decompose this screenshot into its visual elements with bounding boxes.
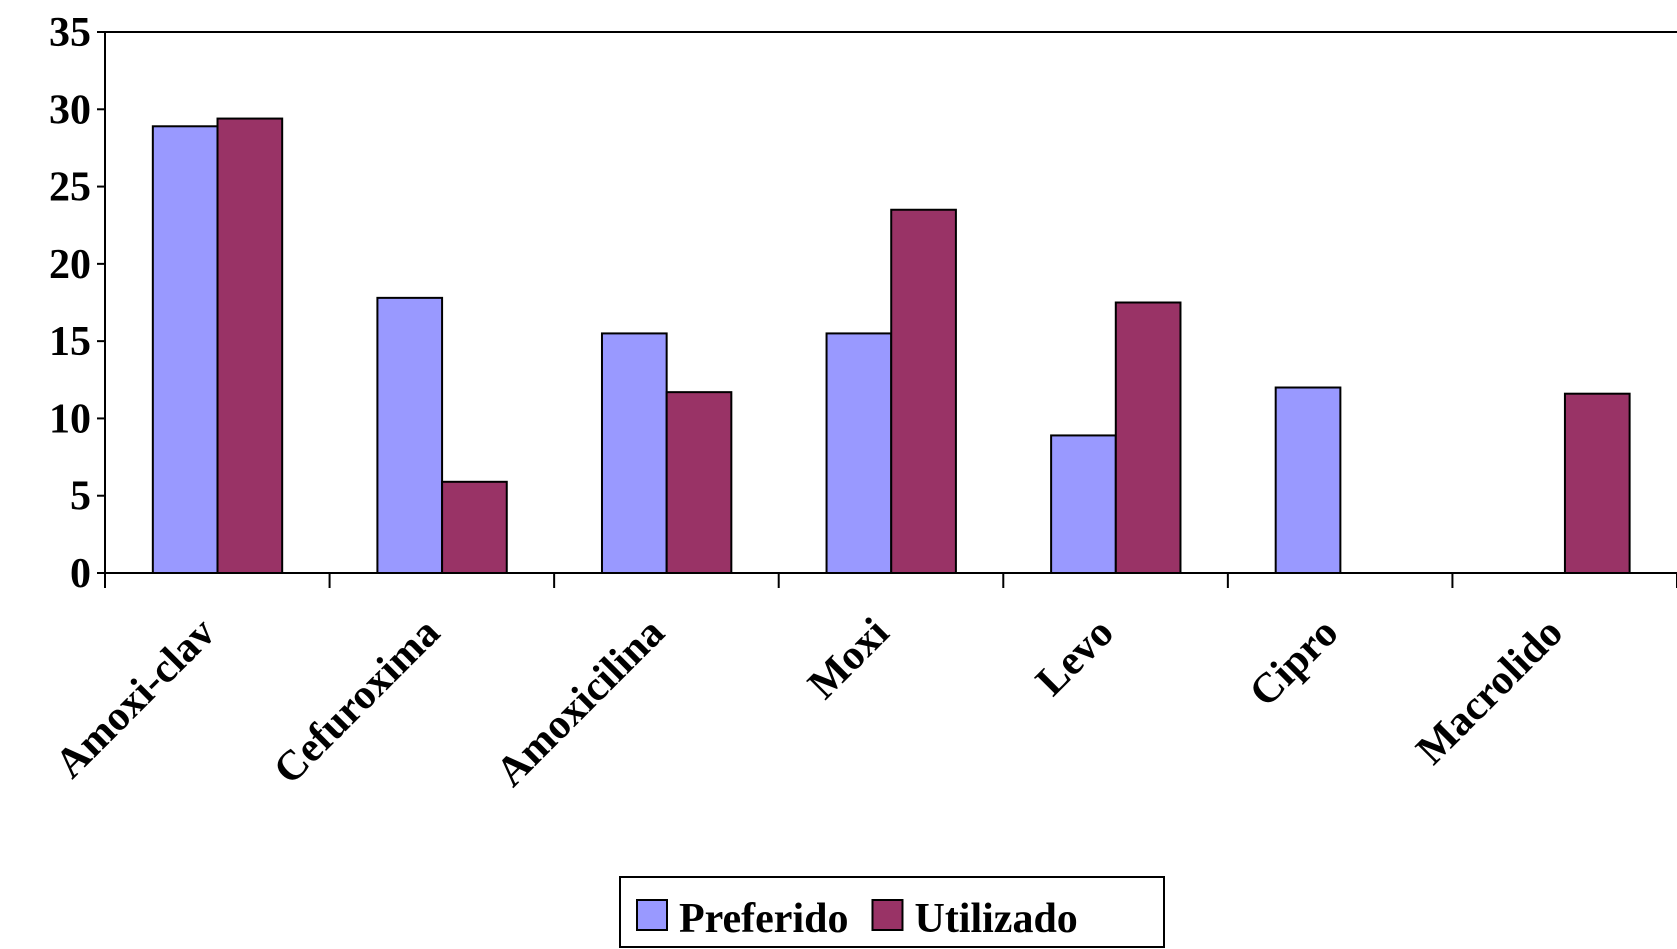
legend: Preferido Utilizado <box>619 876 1165 948</box>
x-tick-label: Cipro <box>1241 610 1347 716</box>
bar <box>665 391 733 574</box>
x-tick-label: Amoxi-clav <box>47 610 225 788</box>
bar <box>151 125 219 574</box>
y-tick-label: 15 <box>49 319 91 365</box>
x-tick-label: Amoxicilina <box>488 610 674 796</box>
bar <box>216 117 284 574</box>
legend-swatch <box>636 899 668 931</box>
bar <box>600 332 668 574</box>
bar <box>376 296 444 574</box>
y-tick-label: 30 <box>49 87 91 133</box>
x-tick-label: Levo <box>1027 610 1122 705</box>
y-tick-label: 35 <box>49 10 91 56</box>
y-tick-label: 0 <box>70 551 91 597</box>
x-tick-label: Macrolido <box>1408 610 1572 774</box>
x-tick-label: Cefuroxima <box>265 610 449 794</box>
bar <box>1050 434 1117 574</box>
y-tick-label: 10 <box>49 396 91 442</box>
bar <box>890 208 957 574</box>
x-tick-label: Moxi <box>800 609 899 708</box>
bar <box>1274 386 1342 574</box>
bar <box>825 332 893 574</box>
y-tick-label: 25 <box>49 165 91 211</box>
bar <box>1114 301 1182 574</box>
legend-label: Utilizado <box>914 896 1077 942</box>
y-tick-label: 5 <box>70 474 91 520</box>
bar <box>1563 392 1631 574</box>
bar <box>441 480 508 574</box>
legend-swatch <box>871 899 904 931</box>
legend-label: Preferido <box>679 896 848 942</box>
y-tick-label: 20 <box>49 242 91 288</box>
